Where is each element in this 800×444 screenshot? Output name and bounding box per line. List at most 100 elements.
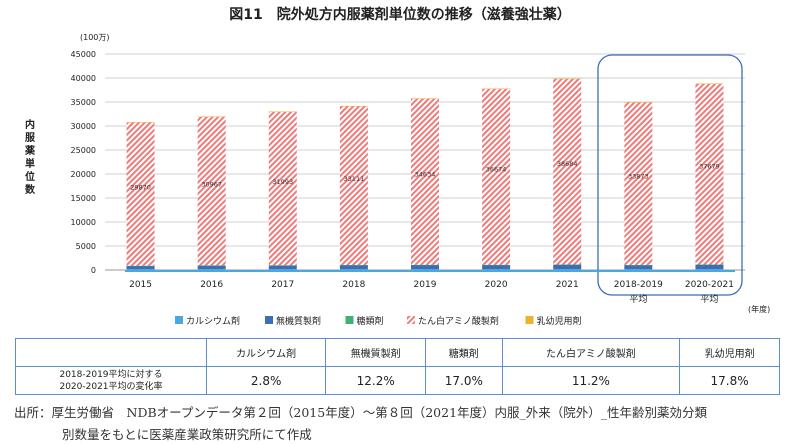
x-tick-label: 平均 <box>700 293 718 305</box>
bar-segment <box>695 264 724 266</box>
bar-segment <box>482 269 511 270</box>
bar-segment <box>482 264 511 270</box>
bar-segment <box>553 264 582 266</box>
x-tick-label: 2015 <box>129 280 152 290</box>
bar-segment <box>339 105 368 107</box>
data-label: 33873 <box>628 173 649 181</box>
source-note: 別数量をもとに医薬産業政策研究所にて作成 <box>62 427 312 442</box>
data-label: 29870 <box>130 184 151 192</box>
bar-segment <box>624 264 653 266</box>
bar-segment <box>624 102 653 103</box>
stacked-bar-chart: 0 5000 10000 15000 20000 25000 30000 35000 40000… <box>24 33 770 327</box>
table-cell: 11.2% <box>501 366 681 395</box>
legend-label: 無機質製剤 <box>276 315 321 327</box>
y-axis-label-char: 薬 <box>24 144 36 157</box>
bar-segment <box>411 264 439 266</box>
x-tick-label: 2016 <box>200 280 223 290</box>
bar-segment <box>339 265 368 270</box>
bar-segment <box>126 265 155 267</box>
legend-swatch <box>525 316 534 324</box>
bar-segment <box>126 269 155 270</box>
table-cell: 17.0% <box>425 366 503 395</box>
bar-segment <box>268 265 297 270</box>
x-tick-label: 2020-2021 <box>685 280 734 290</box>
x-tick-label: 平均 <box>629 293 647 305</box>
bar-segment <box>339 269 368 270</box>
bar-segment <box>197 265 226 266</box>
x-tick-label: 2017 <box>271 280 294 290</box>
legend-swatch <box>345 316 354 324</box>
legend-label: たん白アミノ酸製剤 <box>418 315 499 327</box>
bar-segment <box>268 111 297 113</box>
y-tick-label: 35000 <box>71 98 96 107</box>
bar-segment <box>126 122 155 266</box>
table-header: カルシウム剤 <box>205 338 327 367</box>
y-tick-label: 25000 <box>71 146 96 155</box>
y-axis-label-char: 単 <box>25 157 35 170</box>
table-header: 無機質製剤 <box>325 338 427 367</box>
change-rate-table: カルシウム剤 無機質製剤 糖類剤 たん白アミノ酸製剤 乳幼児用剤 2018-20… <box>15 338 780 395</box>
bar-segment <box>695 269 724 270</box>
table-header: 糖類剤 <box>425 338 503 367</box>
y-tick-label: 30000 <box>71 122 96 131</box>
bar-segment <box>624 269 653 270</box>
legend-swatch <box>265 316 273 324</box>
bar-segment <box>197 269 226 270</box>
bar-segment <box>411 98 439 265</box>
y-tick-label: 5000 <box>76 242 96 251</box>
bar-segment <box>482 88 511 90</box>
y-axis-label-char: 服 <box>25 132 36 144</box>
bar-segment <box>695 83 724 265</box>
x-tick-label: 2021 <box>556 280 579 290</box>
table-header-row: カルシウム剤 無機質製剤 糖類剤 たん白アミノ酸製剤 乳幼児用剤 <box>15 338 780 367</box>
bar-segment <box>268 269 297 270</box>
bar-segment <box>482 88 511 265</box>
table-cell: 12.2% <box>325 366 427 395</box>
bar-segment <box>411 98 439 99</box>
data-label: 38684 <box>557 160 578 168</box>
x-tick-label: 2019 <box>414 280 437 290</box>
row-label: 2018-2019平均に対する 2020-2021平均の変化率 <box>15 366 207 395</box>
bar-segment <box>197 116 226 118</box>
bar-segment <box>268 111 297 266</box>
x-axis-label: (年度) <box>748 304 770 314</box>
data-label: 37679 <box>699 163 720 171</box>
y-tick-label: 20000 <box>71 170 96 179</box>
y-tick-label: 10000 <box>71 218 96 227</box>
bar-segment <box>126 265 155 270</box>
legend-swatch <box>407 316 415 324</box>
bar-segment <box>482 264 511 266</box>
legend-label: 乳幼児用剤 <box>537 315 582 327</box>
bar-segment <box>339 106 368 266</box>
legend-label: カルシウム剤 <box>186 315 240 327</box>
table-header <box>15 338 207 367</box>
y-axis-label-char: 内 <box>25 118 35 131</box>
bar-segment <box>553 78 582 265</box>
bar-segment <box>695 83 724 85</box>
y-axis-label-char: 数 <box>25 183 36 196</box>
data-label: 31993 <box>272 178 293 186</box>
bar-segment <box>624 265 653 270</box>
bar-segment <box>624 102 653 265</box>
y-tick-label: 45000 <box>71 50 96 59</box>
x-tick-label: 2020 <box>485 280 508 290</box>
table-header: 乳幼児用剤 <box>679 338 780 367</box>
bar-segment <box>197 265 226 270</box>
data-label: 30967 <box>201 181 222 189</box>
highlight-box <box>597 54 743 296</box>
legend-swatch <box>175 316 183 324</box>
table-cell: 17.8% <box>679 366 780 395</box>
bar-segment <box>411 264 439 270</box>
x-tick-label: 2018 <box>342 280 365 290</box>
x-tick-label: 2018-2019 <box>614 280 663 290</box>
bar-segment <box>268 265 297 266</box>
bar-segment <box>126 122 155 123</box>
y-axis-label-char: 位 <box>25 170 35 183</box>
chart-title: 図11 院外処方内服薬剤単位数の推移（滋養強壮薬） <box>229 7 571 23</box>
table-cell: 2.8% <box>205 366 327 395</box>
bar-segment <box>411 269 439 270</box>
y-tick-label: 15000 <box>71 194 96 203</box>
source-note: 出所：厚生労働省 NDBオープンデータ第２回（2015年度）～第８回（2021年… <box>14 405 708 420</box>
y-tick-label: 0 <box>91 266 96 275</box>
bar-segment <box>695 264 724 270</box>
